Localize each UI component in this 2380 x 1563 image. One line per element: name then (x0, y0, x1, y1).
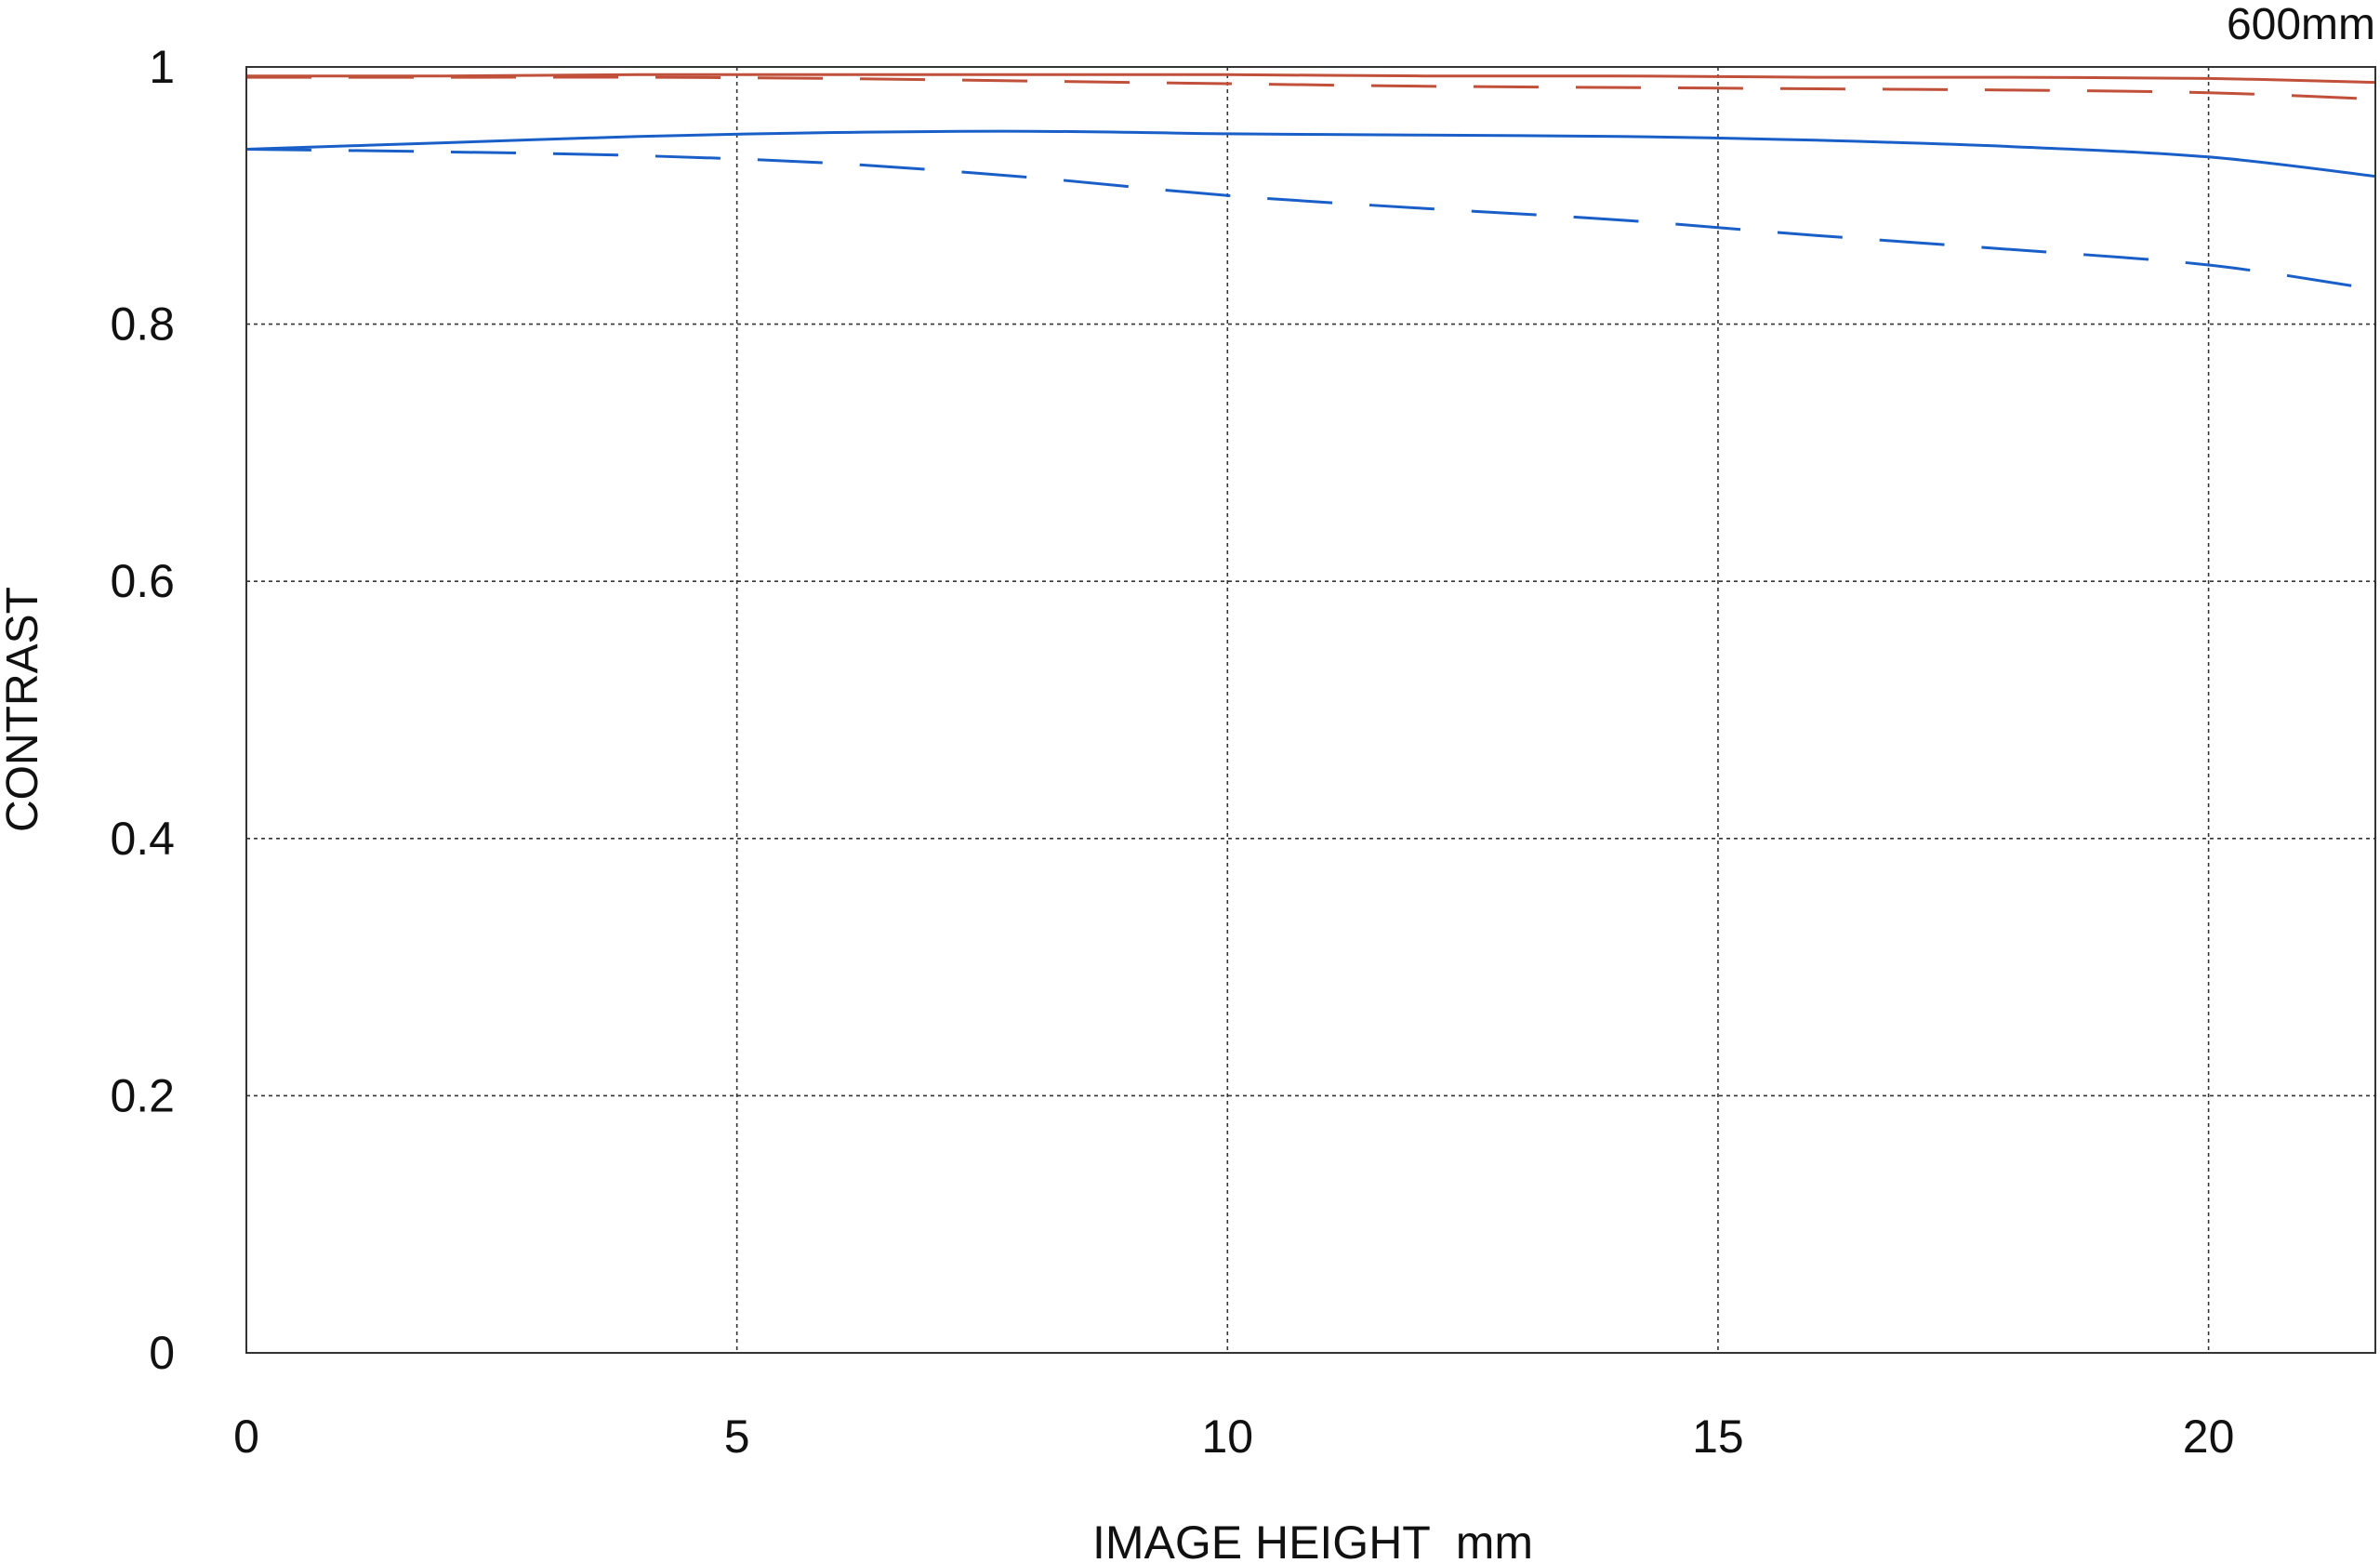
x-tick-label: 20 (2183, 1411, 2235, 1463)
y-tick-label: 0.8 (110, 298, 175, 351)
y-axis-title: CONTRAST (0, 587, 47, 832)
x-axis-title: IMAGE HEIGHT mm (1092, 1517, 1533, 1563)
plot-frame (245, 66, 2376, 1354)
x-tick-label: 5 (724, 1411, 750, 1463)
series-line-red-dashed (245, 75, 2376, 101)
y-tick-label: 0.6 (110, 555, 175, 607)
tick-labels: 0 5 10 15 20 0 0.2 0.4 0.6 0.8 1 (110, 41, 2234, 1463)
y-tick-label: 0 (149, 1327, 175, 1379)
x-tick-label: 0 (233, 1411, 259, 1463)
series-line-red-solid (245, 73, 2376, 85)
y-tick-label: 1 (149, 41, 175, 93)
series-line-blue-solid (245, 129, 2376, 179)
x-tick-label: 10 (1201, 1411, 1253, 1463)
focal-length-annotation: 600mm (2227, 0, 2375, 49)
series-line-blue-dashed (245, 148, 2376, 291)
x-tick-label: 15 (1692, 1411, 1744, 1463)
y-tick-label: 0.4 (110, 813, 175, 865)
series-lines (245, 73, 2376, 291)
y-tick-label: 0.2 (110, 1069, 175, 1121)
grid-lines (246, 67, 2375, 1353)
